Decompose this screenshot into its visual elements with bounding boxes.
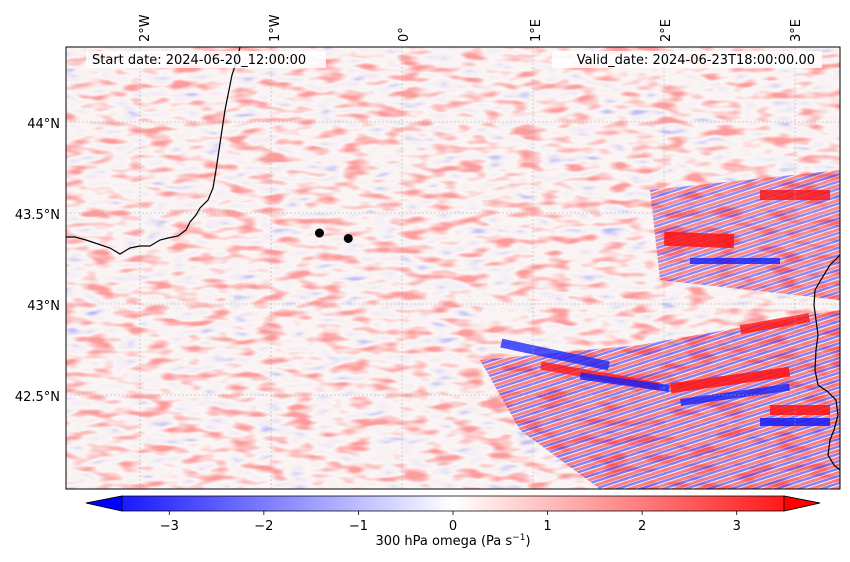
colorbar-min-extend (85, 495, 123, 512)
map-frame (65, 46, 841, 490)
colorbar-tick-label: 3 (733, 519, 741, 534)
coastline (66, 47, 840, 471)
colorbar-ticks: −3 −2 −1 0 1 2 3 (160, 511, 741, 534)
colorbar-tick-label: −2 (254, 519, 273, 534)
colorbar-label: 300 hPa omega (Pa s−1) (375, 533, 530, 549)
omega-field (66, 47, 840, 489)
lat-label-42-5n: 42.5°N (15, 390, 60, 405)
colorbar: −3 −2 −1 0 1 2 3 300 hPa omega (Pa s−1) (85, 495, 821, 549)
colorbar-strip (85, 495, 821, 512)
colorbar-tick-label: −1 (349, 519, 368, 534)
colorbar-tick-label: 0 (449, 519, 457, 534)
graticule (66, 47, 840, 489)
start-date-text: Start date: 2024-06-20_12:00:00 (92, 53, 306, 68)
lon-label-2w: 2°W (138, 14, 153, 42)
colorbar-tick-label: 1 (543, 519, 551, 534)
lon-label-1w: 1°W (268, 14, 283, 42)
colorbar-max-extend (783, 495, 821, 512)
lon-label-0: 0° (397, 27, 412, 42)
lon-label-2e: 2°E (659, 19, 674, 42)
station-markers (314, 228, 353, 243)
lon-label-1e: 1°E (529, 19, 544, 42)
valid-date-text: Valid_date: 2024-06-23T18:00:00.00 (577, 53, 815, 68)
colorbar-tick-label: 2 (638, 519, 646, 534)
lat-label-43-5n: 43.5°N (15, 208, 60, 223)
latitude-labels: 44°N 43.5°N 43°N 42.5°N (15, 117, 60, 405)
longitude-labels: 2°W 1°W 0° 1°E 2°E 3°E (138, 14, 804, 42)
station-marker-point-2 (343, 233, 353, 243)
station-marker-point-1 (314, 228, 324, 238)
lon-label-3e: 3°E (789, 19, 804, 42)
colorbar-tick-label: −3 (160, 519, 179, 534)
lat-label-43n: 43°N (27, 299, 60, 314)
lat-label-44n: 44°N (27, 117, 60, 132)
